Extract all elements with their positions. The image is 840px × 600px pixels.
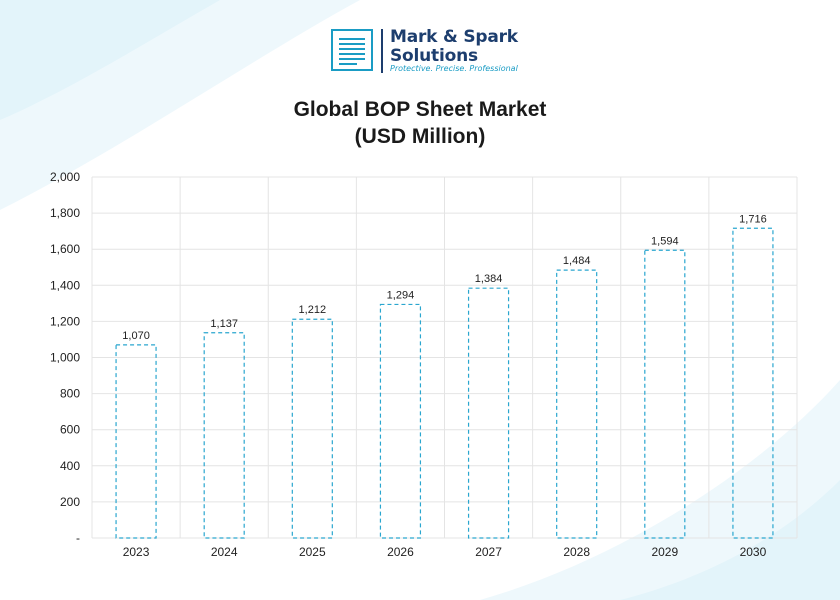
- data-label: 1,137: [210, 318, 238, 330]
- x-tick-label: 2023: [123, 545, 150, 559]
- bars: [115, 227, 774, 539]
- y-tick-label: 2,000: [50, 170, 80, 184]
- y-tick-label: 200: [60, 495, 80, 509]
- bar-2023: [115, 344, 157, 539]
- y-tick-label: 400: [60, 459, 80, 473]
- y-tick-label: 1,800: [50, 206, 80, 220]
- logo-divider: [381, 29, 383, 73]
- bar-2028: [556, 269, 598, 539]
- y-tick-label: 1,000: [50, 351, 80, 365]
- logo-tagline: Protective. Precise. Professional: [390, 64, 518, 73]
- value-labels: 1,070 1,137 1,212 1,294 1,384 1,484 1,594 1,716: [122, 213, 766, 342]
- y-tick-label: 800: [60, 387, 80, 401]
- logo-document-icon: [331, 29, 373, 71]
- data-label: 1,212: [299, 304, 327, 316]
- data-label: 1,070: [122, 330, 150, 342]
- y-tick-label: -: [76, 531, 80, 545]
- chart-grid: [91, 176, 798, 539]
- y-tick-label: 1,200: [50, 314, 80, 328]
- y-tick-label: 600: [60, 423, 80, 437]
- y-tick-label: 1,400: [50, 278, 80, 292]
- bar-2024: [203, 332, 245, 539]
- bar-2026: [379, 303, 422, 539]
- company-logo: Mark & Spark Solutions Protective. Preci…: [331, 28, 521, 75]
- bar-2027: [467, 287, 510, 539]
- logo-name-line1: Mark & Spark: [390, 27, 518, 47]
- data-label: 1,716: [739, 213, 767, 225]
- x-tick-label: 2025: [299, 545, 326, 559]
- y-tick-label: 1,600: [50, 242, 80, 256]
- bar-2030: [732, 227, 774, 539]
- y-axis: - 200 400 600 800 1,000 1,200 1,400 1,600 1,800 2,…: [50, 170, 80, 545]
- x-tick-label: 2024: [211, 545, 238, 559]
- data-label: 1,594: [651, 235, 679, 247]
- data-label: 1,294: [387, 289, 415, 301]
- bar-2025: [291, 318, 333, 539]
- chart-title: Global BOP Sheet Market: [293, 98, 547, 121]
- x-tick-label: 2030: [740, 545, 767, 559]
- data-label: 1,384: [475, 273, 503, 285]
- x-axis: 2023 2024 2025 2026 2027 2028 2029 2030: [123, 545, 767, 559]
- data-label: 1,484: [563, 255, 591, 267]
- bar-2029: [644, 249, 686, 539]
- x-tick-label: 2029: [651, 545, 678, 559]
- x-tick-label: 2027: [475, 545, 502, 559]
- x-tick-label: 2026: [387, 545, 414, 559]
- logo-name: Mark & Spark Solutions: [390, 28, 530, 66]
- logo-name-line2: Solutions: [390, 46, 478, 66]
- x-tick-label: 2028: [563, 545, 590, 559]
- chart-subtitle: (USD Million): [354, 125, 486, 148]
